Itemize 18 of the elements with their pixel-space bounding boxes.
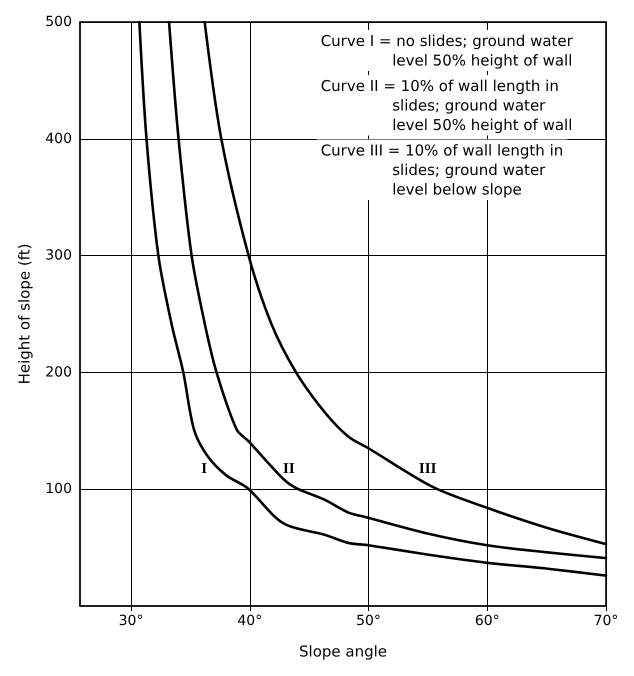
y-axis-title: Height of slope (ft) xyxy=(16,244,34,384)
series-label: II xyxy=(282,460,295,477)
x-tick-label: 50° xyxy=(356,613,381,629)
x-axis-title: Slope angle xyxy=(298,642,388,660)
y-tick-label: 400 xyxy=(45,130,72,147)
annotation: Curve III = 10% of wall length in slides; ground water level below slope xyxy=(320,141,564,198)
y-tick-label: 200 xyxy=(45,364,72,380)
x-tick-label: 70° xyxy=(594,613,618,629)
series-label: III xyxy=(418,460,437,477)
y-tick-label: 300 xyxy=(45,248,72,264)
y-tick-label: 500 xyxy=(45,14,72,30)
x-tick-label: 30° xyxy=(118,613,144,629)
series-label: I xyxy=(201,460,208,477)
y-tick-label: 100 xyxy=(45,481,72,498)
x-tick-label: 40° xyxy=(237,613,262,629)
x-tick-label: 60° xyxy=(474,613,500,629)
annotation: Curve II = 10% of wall length in slides; ground water level 50% height of wall xyxy=(320,76,572,134)
annotation: Curve I = no slides; ground water level 50% height of wall xyxy=(320,32,574,70)
